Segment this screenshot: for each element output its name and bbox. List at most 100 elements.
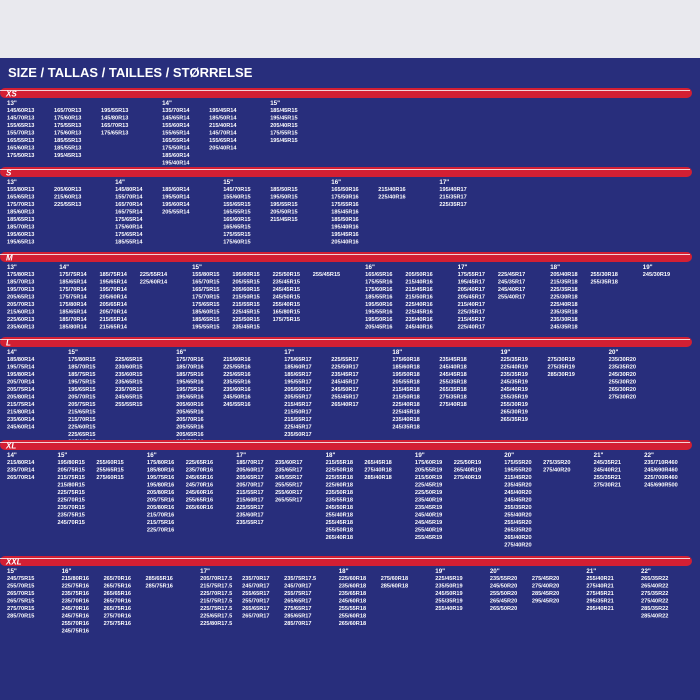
tire-size: 195/55R15 xyxy=(192,325,219,331)
section-band xyxy=(0,252,692,262)
section-label: XL xyxy=(5,442,16,451)
tire-size: 195/65R15 xyxy=(68,387,95,393)
tire-size: 175/70R15 xyxy=(192,295,219,301)
tire-size: 215/75R17.5 xyxy=(200,584,232,590)
rim-label: 19" xyxy=(415,452,425,459)
tire-size: 185/80R14 xyxy=(59,325,87,331)
tire-size: 175/60R13 xyxy=(54,116,81,122)
tire-size: 265/45R18 xyxy=(364,460,391,466)
tire-size: 155/80R13 xyxy=(7,187,34,193)
tire-size: 175/60R13 xyxy=(54,131,81,137)
tire-size: 205/75R16 xyxy=(147,498,174,504)
tire-size: 195/75R16 xyxy=(176,387,203,393)
tire-size: 185/80R16 xyxy=(147,468,174,474)
tire-size: 195/45R15 xyxy=(270,138,297,144)
tire-size: 245/70R17 xyxy=(242,584,269,590)
tire-size: 245/65R16 xyxy=(186,475,213,481)
tire-size: 265/40R19 xyxy=(454,468,481,474)
tire-size: 195/75R15 xyxy=(68,380,95,386)
tire-size: 235/60R18 xyxy=(339,584,366,590)
tire-size: 225/40R16 xyxy=(405,302,432,308)
tire-size: 265/35R18 xyxy=(439,387,466,393)
tire-size: 205/65R17 xyxy=(236,475,263,481)
tire-size: 275/45R21 xyxy=(586,591,613,597)
section-band xyxy=(0,440,692,450)
rim-label: 15" xyxy=(223,179,233,186)
tire-size: 245/75R16 xyxy=(62,629,89,635)
tire-size: 215/55R15 xyxy=(232,302,259,308)
tire-size: 225/55R17 xyxy=(331,357,358,363)
tire-size: 155/60R14 xyxy=(162,123,190,129)
tire-size: 175/55R16 xyxy=(331,202,358,208)
rim-label: 17" xyxy=(284,349,294,356)
tire-size: 275/40R20 xyxy=(532,584,559,590)
tire-size: 185/50R14 xyxy=(209,116,237,122)
tire-size: 215/70R16 xyxy=(147,513,174,519)
tire-size: 215/35R17 xyxy=(439,195,466,201)
tire-size: 275/30R20 xyxy=(609,395,636,401)
tire-size: 225/80R17.5 xyxy=(200,621,232,627)
tire-size: 185/60R13 xyxy=(7,210,34,216)
tire-size: 285/30R19 xyxy=(548,372,575,378)
tire-size: 235/50R18 xyxy=(326,490,353,496)
tire-size: 255/55R18 xyxy=(339,606,366,612)
tire-size: 265/40R22 xyxy=(641,584,668,590)
tire-size: 285/40R22 xyxy=(641,614,668,620)
tire-size: 215/50R18 xyxy=(392,395,419,401)
tire-size: 225/40R18 xyxy=(550,302,577,308)
title: SIZE / TALLAS / TAILLES / STØRRELSE xyxy=(8,65,253,80)
tire-size: 245/70R17 xyxy=(284,584,311,590)
tire-size: 245/70R15 xyxy=(58,520,85,526)
tire-size: 245/45R15 xyxy=(273,287,300,293)
tire-size: 285/75R16 xyxy=(146,584,173,590)
tire-size: 185/65R13 xyxy=(7,217,34,223)
rim-label: 13" xyxy=(7,100,17,107)
tire-size: 285/45R20 xyxy=(532,591,559,597)
tire-size: 145/60R13 xyxy=(7,108,34,114)
tire-size: 205/60R15 xyxy=(232,287,259,293)
tire-size: 225/60R14 xyxy=(140,280,168,286)
tire-size: 205/40R17 xyxy=(458,287,485,293)
tire-size: 255/70R17 xyxy=(242,599,269,605)
tire-size: 235/40R18 xyxy=(392,417,419,423)
tire-size: 225/65R15 xyxy=(68,432,95,438)
tire-size: 225/65R15 xyxy=(115,357,142,363)
rim-label: 16" xyxy=(147,452,157,459)
tire-size: 185/55R13 xyxy=(54,146,81,152)
tire-size: 235/65R18 xyxy=(339,591,366,597)
tire-size: 205/70R16 xyxy=(176,417,203,423)
tire-size: 195/65R16 xyxy=(176,380,203,386)
tire-size: 215/65R14 xyxy=(100,325,128,331)
tire-size: 195/50R18 xyxy=(392,372,419,378)
tire-size: 275/45R20 xyxy=(532,576,559,582)
tire-size: 225/35R17 xyxy=(439,202,466,208)
tire-size: 175/60R18 xyxy=(392,357,419,363)
tire-size: 225/40R17 xyxy=(458,325,485,331)
rim-label: 18" xyxy=(339,568,349,575)
tire-size: 295/35R21 xyxy=(586,599,613,605)
tire-size: 205/40R15 xyxy=(270,123,297,129)
tire-size: 225/70R16 xyxy=(147,528,174,534)
tire-size: 235/60R16 xyxy=(223,387,250,393)
tire-size: 255/55R15 xyxy=(115,402,142,408)
tire-size: 155/60R15 xyxy=(223,195,250,201)
tire-size: 215/35R18 xyxy=(550,280,577,286)
tire-size: 265/65R17 xyxy=(242,606,269,612)
rim-label: 13" xyxy=(7,179,17,186)
tire-size: 255/45R17 xyxy=(331,395,358,401)
tire-size: 215/80R15 xyxy=(58,483,85,489)
tire-size: 155/65R13 xyxy=(7,123,34,129)
rim-label: 19" xyxy=(501,349,511,356)
background xyxy=(0,58,700,700)
tire-size: 225/40R16 xyxy=(378,195,405,201)
tire-size: 235/70R14 xyxy=(7,468,35,474)
tire-size: 225/65R17.5 xyxy=(200,614,232,620)
tire-size: 165/65R15 xyxy=(223,225,250,231)
tire-size: 205/45R17 xyxy=(458,295,485,301)
tire-size: 155/65R14 xyxy=(162,131,190,137)
section-label: XS xyxy=(5,90,17,99)
tire-size: 205/55R19 xyxy=(415,468,442,474)
tire-size: 165/65R13 xyxy=(7,195,34,201)
rim-label: 15" xyxy=(68,349,78,356)
tire-size: 225/50R19 xyxy=(415,490,442,496)
